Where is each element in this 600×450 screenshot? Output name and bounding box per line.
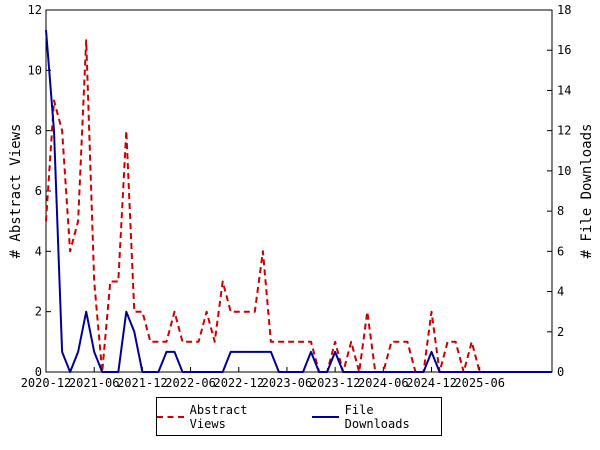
legend-label-file-downloads: File Downloads — [344, 402, 410, 431]
y-left-tick-label: 12 — [28, 3, 42, 17]
x-tick-label: 2020-12 — [21, 376, 72, 390]
legend: Abstract Views File Downloads — [156, 397, 442, 436]
y-right-tick-label: 18 — [557, 3, 571, 17]
y-right-tick-label: 2 — [557, 325, 564, 339]
y-axis-title-left: # Abstract Views — [8, 124, 24, 259]
x-tick-label: 2021-12 — [117, 376, 168, 390]
series-line-abstract-views — [45, 39, 552, 373]
y-left-tick-label: 6 — [35, 184, 42, 198]
y-left-tick-label: 0 — [35, 365, 42, 379]
x-tick-label: 2022-06 — [165, 376, 216, 390]
y-right-tick-label: 6 — [557, 244, 564, 258]
legend-swatch-abstract-views — [157, 415, 184, 418]
legend-item-file-downloads: File Downloads — [312, 403, 441, 431]
plot-area — [45, 9, 553, 373]
x-tick-label: 2023-12 — [310, 376, 361, 390]
x-tick-label: 2023-06 — [262, 376, 313, 390]
y-left-tick-label: 8 — [35, 124, 42, 138]
y-right-tick-label: 8 — [557, 204, 564, 218]
y-right-tick-label: 16 — [557, 43, 571, 57]
y-right-tick-label: 14 — [557, 83, 571, 97]
y-left-tick-label: 4 — [35, 244, 42, 258]
series-line-file-downloads — [45, 30, 552, 373]
x-tick-label: 2022-12 — [213, 376, 264, 390]
x-tick-label: 2024-12 — [406, 376, 457, 390]
legend-swatch-file-downloads — [312, 415, 339, 418]
y-right-tick-label: 12 — [557, 124, 571, 138]
legend-label-abstract-views: Abstract Views — [189, 402, 248, 431]
y-axis-title-right: # File Downloads — [579, 124, 595, 259]
x-tick-label: 2024-06 — [358, 376, 409, 390]
legend-item-abstract-views: Abstract Views — [157, 403, 286, 431]
y-right-tick-label: 4 — [557, 285, 564, 299]
y-left-tick-label: 10 — [28, 63, 42, 77]
y-right-tick-label: 10 — [557, 164, 571, 178]
x-tick-label: 2025-06 — [454, 376, 505, 390]
y-left-tick-label: 2 — [35, 305, 42, 319]
y-right-tick-label: 0 — [557, 365, 564, 379]
x-tick-label: 2021-06 — [69, 376, 120, 390]
